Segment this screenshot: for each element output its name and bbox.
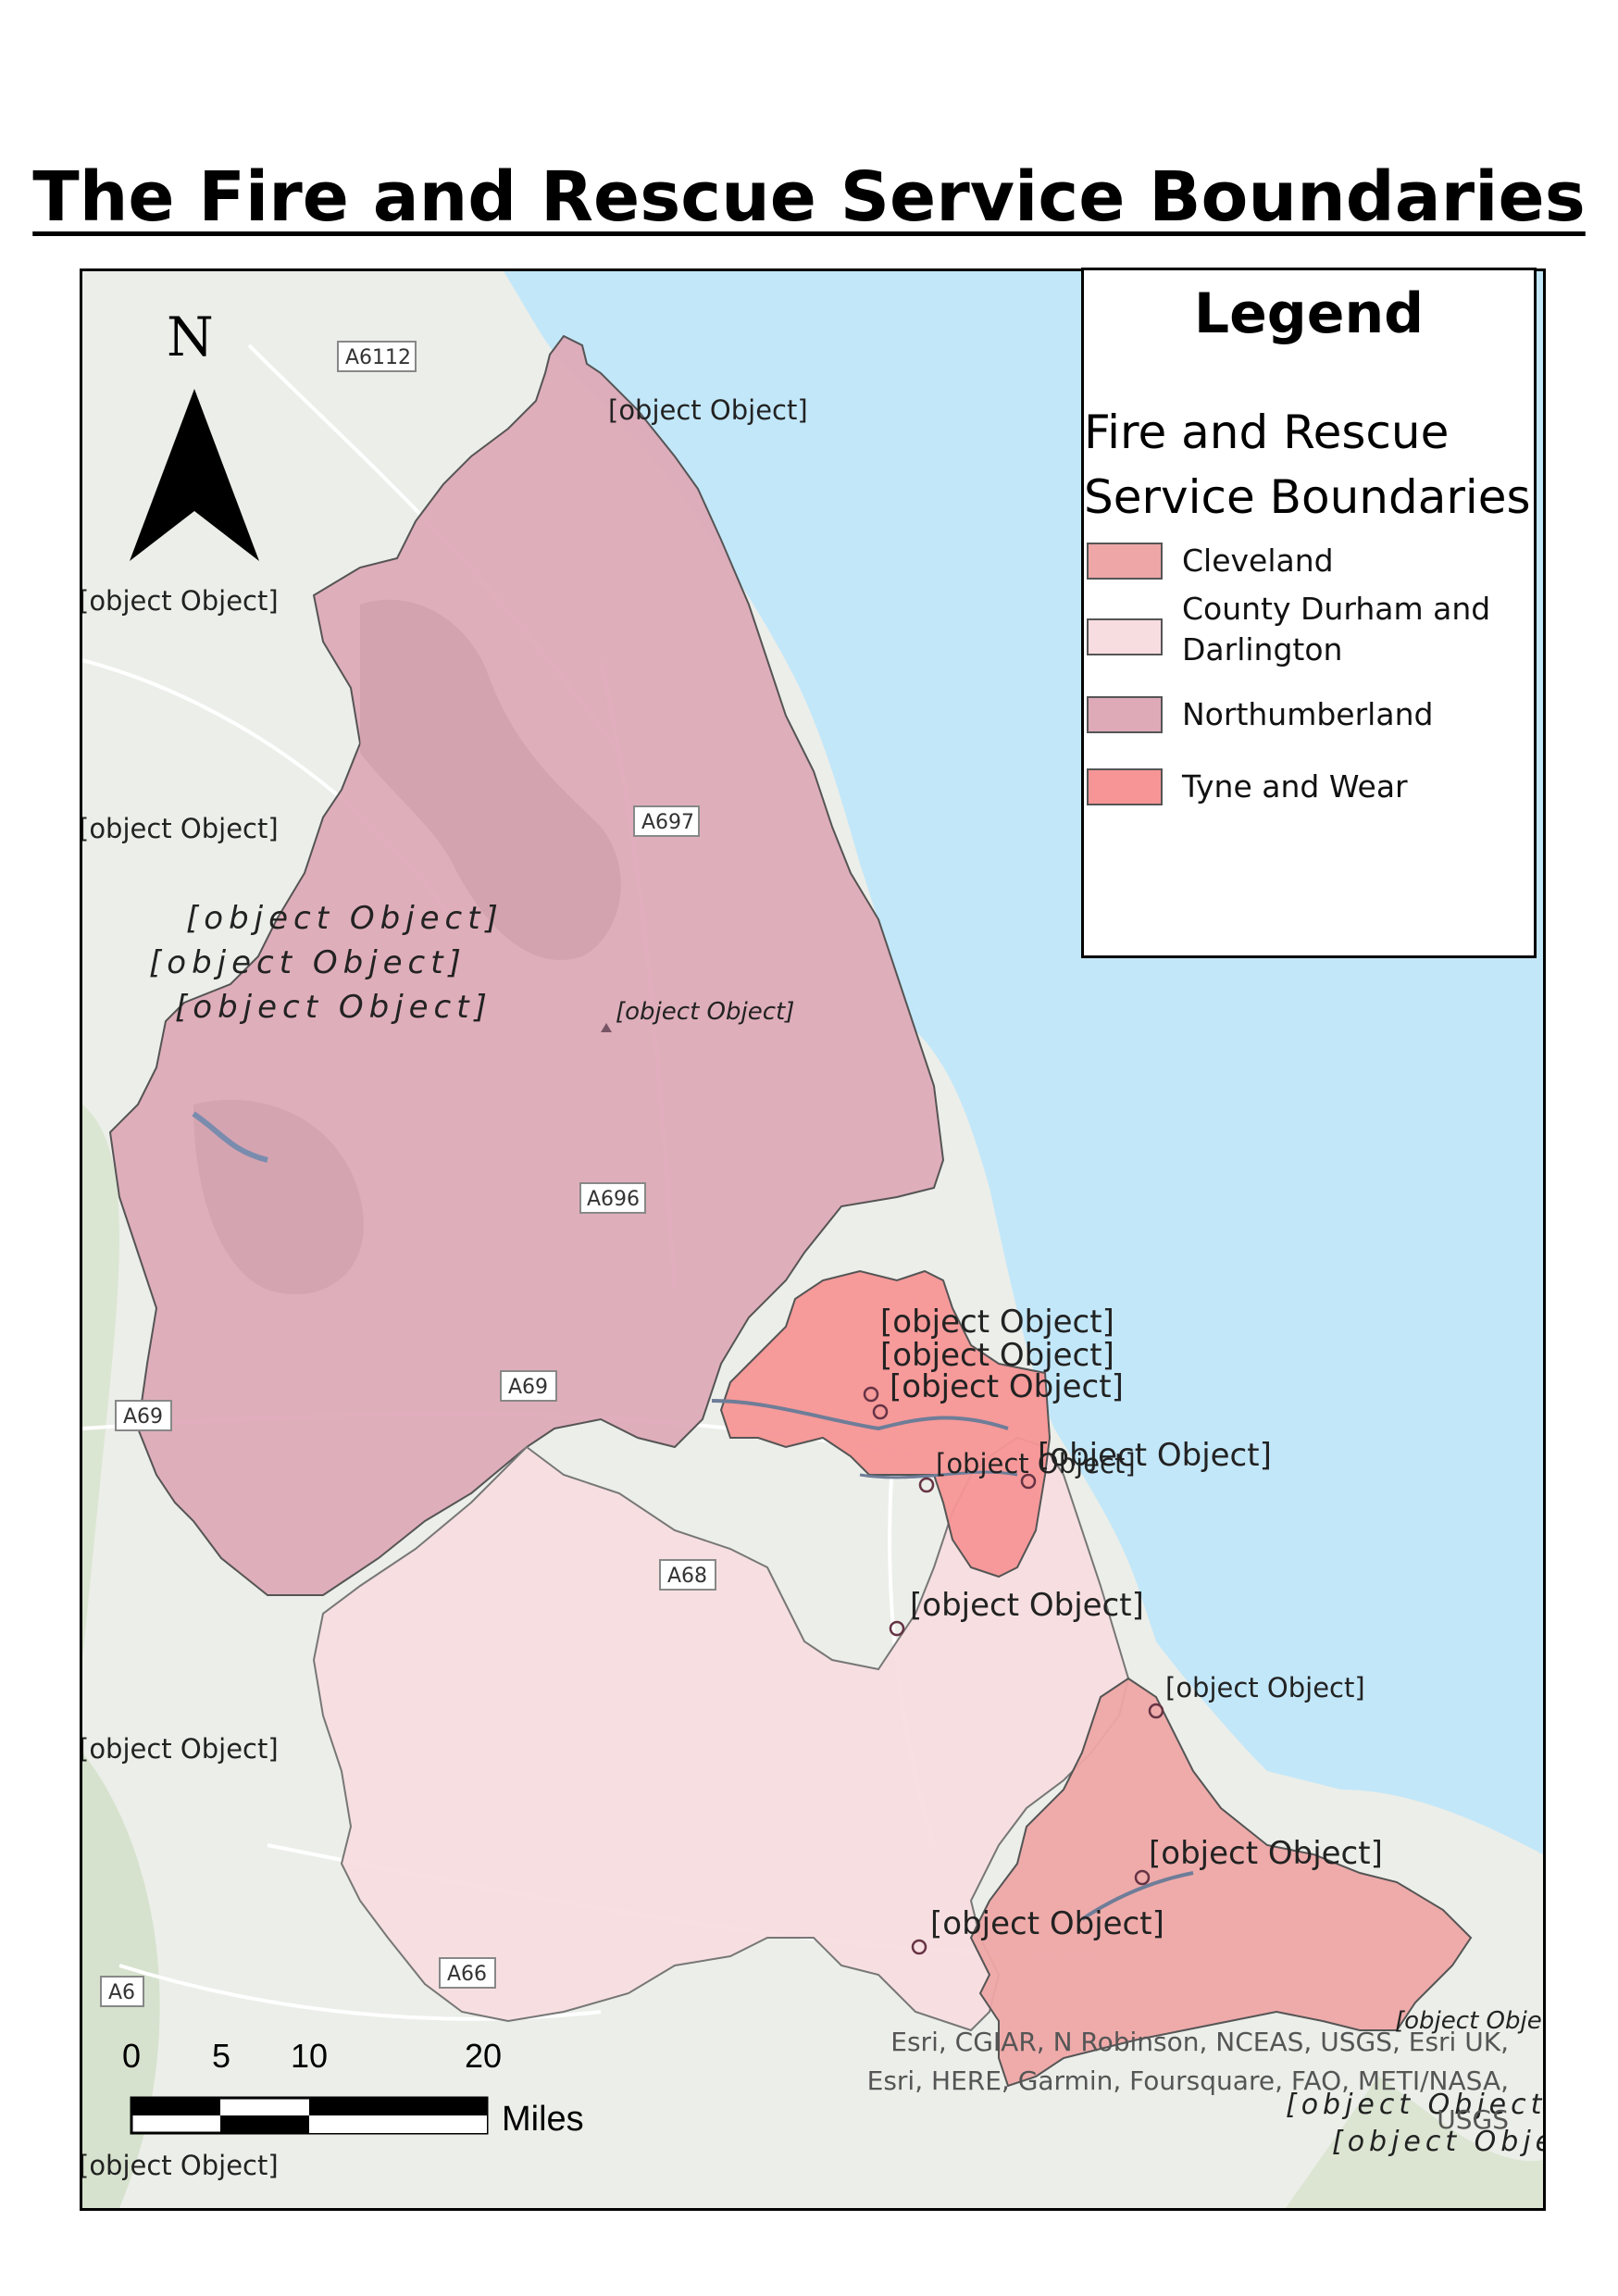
river-tyne	[711, 1399, 1009, 1431]
marker-darlington	[911, 1939, 927, 1955]
marker-gateshead	[872, 1404, 889, 1420]
legend-label-cleveland: Cleveland	[1182, 543, 1334, 579]
marker-newcastle	[863, 1386, 879, 1403]
marker-washington	[918, 1477, 935, 1493]
label-washington: [object Object]	[936, 1448, 1136, 1479]
label-durham: [object Object]	[910, 1587, 1144, 1624]
svg-text:A6112: A6112	[345, 346, 411, 369]
label-hills: [object Object]	[175, 989, 492, 1026]
label-galashiels: [object Object]	[82, 585, 279, 617]
svg-text:A696: A696	[587, 1188, 640, 1211]
attribution-line1: Esri, CGIAR, N Robinson, NCEAS, USGS, Es…	[890, 2027, 1509, 2057]
attribution-line2: Esri, HERE, Garmin, Foursquare, FAO, MET…	[866, 2065, 1509, 2096]
road-shield-a68: A68	[659, 1559, 716, 1591]
road-shield-a6: A6	[100, 1976, 144, 2007]
swatch-northumberland	[1087, 696, 1163, 733]
region-tyne-and-wear[interactable]	[719, 1269, 1052, 1578]
upland-shade	[360, 599, 621, 960]
legend-panel: Legend Fire and Rescue Service Boundarie…	[1081, 268, 1537, 958]
label-newcastle: [object Object]	[880, 1304, 1114, 1341]
region-cleveland[interactable]	[969, 1677, 1473, 2088]
road-shield-a697: A697	[633, 805, 700, 837]
basemap: A6112 A697 A696 A69 A69 A68 A66 A6	[82, 271, 1543, 2208]
legend-label-tyne-and-wear: Tyne and Wear	[1182, 768, 1408, 805]
label-cheviot: [object Object]	[149, 944, 467, 981]
scale-tick-5: 5	[212, 2037, 231, 2075]
legend-label-county-durham-2: Darlington	[1182, 631, 1343, 668]
scale-bar: 0 5 10 20 Miles	[122, 2037, 611, 2148]
svg-text:A66: A66	[447, 1963, 487, 1986]
label-cleveland-hills-2: [object Object]	[1332, 2126, 1543, 2158]
svg-text:A69: A69	[508, 1376, 548, 1399]
region-northumberland[interactable]	[108, 334, 945, 1596]
marker-sunderland	[1020, 1473, 1037, 1490]
scale-units: Miles	[502, 2100, 584, 2139]
label-middlesbrough: [object Object]	[1149, 1835, 1383, 1872]
legend-layer-title-line1: Fire and Rescue	[1084, 406, 1450, 459]
label-cleveland-hills-1: [object Object]	[1286, 2089, 1543, 2121]
marker-middlesbrough	[1134, 1869, 1151, 1886]
legend-label-northumberland: Northumberland	[1182, 696, 1434, 732]
marker-durham	[889, 1620, 905, 1637]
road-shield-a69-east: A69	[500, 1370, 557, 1402]
label-the: [object Object]	[186, 900, 504, 937]
label-penrith: [object Object]	[82, 1733, 279, 1765]
scale-tick-0: 0	[122, 2037, 142, 2075]
river-wear	[859, 1470, 1018, 1479]
hill-shade	[1286, 2077, 1543, 2208]
attribution: Esri, CGIAR, N Robinson, NCEAS, USGS, Es…	[796, 2023, 1509, 2140]
label-darlington: [object Object]	[930, 1905, 1164, 1942]
river-tees	[1080, 1871, 1194, 1921]
road-shield-a696: A696	[579, 1182, 646, 1214]
north-arrow-icon	[130, 389, 259, 561]
map-title: The Fire and Rescue Service Boundaries	[32, 157, 1586, 237]
swatch-county-durham	[1087, 618, 1163, 655]
north-arrow-label: N	[167, 306, 214, 368]
label-440m: [object Object]	[616, 998, 794, 1026]
attribution-line3: USGS	[1437, 2104, 1509, 2135]
legend-title: Legend	[1193, 281, 1425, 346]
reservoir	[192, 1111, 268, 1163]
legend-label-county-durham-1: County Durham and	[1182, 591, 1491, 627]
place-markers	[863, 1386, 1164, 1955]
legend-layer-title-line2: Service Boundaries	[1084, 470, 1531, 524]
scale-tick-20: 20	[465, 2037, 503, 2075]
label-hartlepool: [object Object]	[1165, 1672, 1365, 1703]
swatch-tyne-and-wear	[1087, 768, 1163, 805]
peak-icon	[601, 1023, 612, 1032]
svg-text:A69: A69	[123, 1405, 163, 1429]
scale-bar-graphic	[130, 2096, 489, 2135]
label-308m: [object Object]	[1395, 2007, 1543, 2035]
marker-hartlepool	[1148, 1703, 1164, 1719]
label-kendal: [object Object]	[82, 2150, 279, 2181]
svg-text:A68: A68	[667, 1565, 707, 1588]
road-shield-a66: A66	[439, 1957, 496, 1989]
road-shield-a69-west: A69	[115, 1400, 172, 1431]
svg-text:A697: A697	[641, 811, 694, 834]
label-hawick: [object Object]	[82, 813, 279, 844]
scale-tick-10: 10	[291, 2037, 329, 2075]
hill-shade	[82, 1104, 119, 1660]
label-tyne: [object Object]	[880, 1337, 1114, 1374]
swatch-cleveland	[1087, 543, 1163, 580]
svg-text:A6: A6	[108, 1981, 135, 2004]
label-gateshead: [object Object]	[890, 1368, 1124, 1405]
road-shield-a6112: A6112	[337, 341, 417, 372]
label-sunderland: [object Object]	[1038, 1437, 1272, 1474]
label-berwick: [object Object]	[608, 394, 808, 426]
